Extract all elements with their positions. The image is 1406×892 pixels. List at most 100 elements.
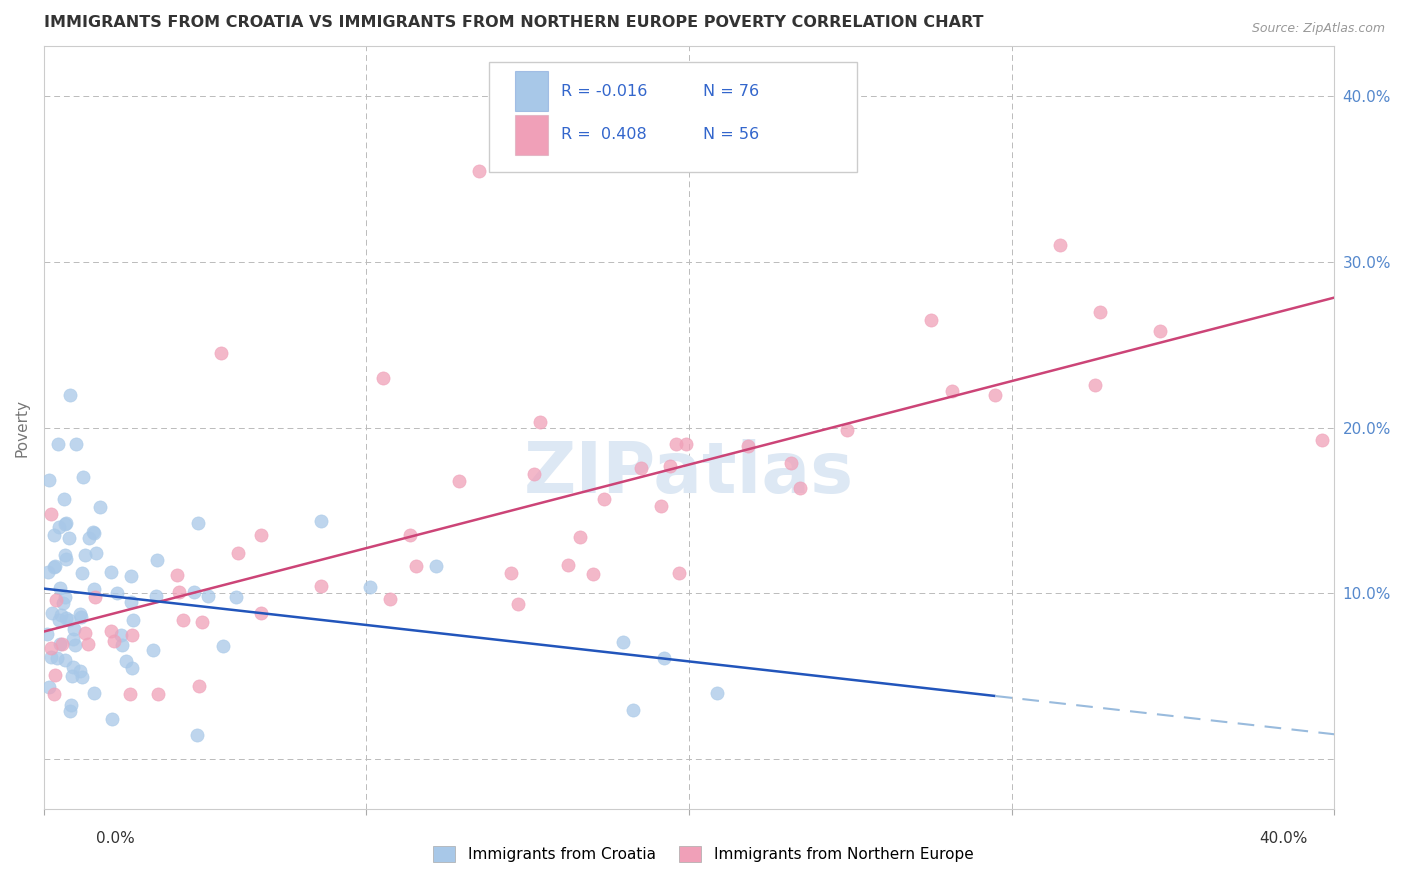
Point <box>506 597 529 611</box>
Point <box>49 637 72 651</box>
Point <box>53 516 76 531</box>
Point <box>941 384 963 399</box>
Point <box>38 680 60 694</box>
Point <box>75 548 97 562</box>
Point <box>737 439 759 453</box>
Point <box>197 590 219 604</box>
Point <box>41 606 63 620</box>
Point <box>62 660 84 674</box>
Point <box>582 566 605 581</box>
Point <box>53 548 76 562</box>
Point <box>779 456 801 470</box>
Point <box>70 566 93 581</box>
Point <box>399 527 422 541</box>
Point <box>39 507 62 521</box>
Point <box>146 552 169 566</box>
Point <box>621 703 644 717</box>
Point <box>652 651 675 665</box>
Point <box>191 615 214 630</box>
Point <box>1310 433 1333 447</box>
Point <box>111 638 134 652</box>
Point <box>83 582 105 596</box>
Point <box>55 551 77 566</box>
Point <box>82 524 104 539</box>
Point <box>83 590 105 604</box>
Point <box>121 628 143 642</box>
Text: R =  0.408: R = 0.408 <box>561 128 647 143</box>
Point <box>167 585 190 599</box>
Point <box>58 613 80 627</box>
Point <box>63 622 86 636</box>
Point <box>46 651 69 665</box>
Text: 40.0%: 40.0% <box>1260 831 1308 846</box>
Point <box>359 581 381 595</box>
Point <box>77 637 100 651</box>
Point <box>59 698 82 712</box>
Point <box>55 516 77 531</box>
Point <box>658 458 681 473</box>
Text: 0.0%: 0.0% <box>96 831 135 846</box>
Point <box>309 579 332 593</box>
Point <box>100 712 122 726</box>
Point <box>73 626 96 640</box>
Point <box>249 606 271 620</box>
Text: Source: ZipAtlas.com: Source: ZipAtlas.com <box>1251 22 1385 36</box>
Point <box>630 461 652 475</box>
Point <box>41 650 63 665</box>
Text: N = 56: N = 56 <box>703 128 759 143</box>
Point <box>89 500 111 514</box>
Point <box>49 582 72 596</box>
Point <box>378 591 401 606</box>
Point <box>52 596 75 610</box>
Point <box>48 520 70 534</box>
Point <box>37 565 59 579</box>
Point <box>187 516 209 531</box>
Point <box>52 492 75 507</box>
Point <box>38 474 60 488</box>
Point <box>48 613 70 627</box>
Point <box>209 346 232 360</box>
Point <box>837 423 859 437</box>
Point <box>449 474 471 488</box>
Point <box>665 437 688 451</box>
Point <box>55 591 77 605</box>
Point <box>523 467 546 481</box>
Point <box>706 685 728 699</box>
Point <box>1049 238 1071 252</box>
Text: R = -0.016: R = -0.016 <box>561 84 648 98</box>
Point <box>100 566 122 580</box>
Point <box>675 437 697 451</box>
Point <box>212 640 235 654</box>
Point <box>920 313 942 327</box>
Text: ZIPatlas: ZIPatlas <box>524 439 853 508</box>
Point <box>557 558 579 573</box>
Y-axis label: Poverty: Poverty <box>15 399 30 457</box>
Point <box>145 589 167 603</box>
Point <box>668 566 690 580</box>
Point <box>59 387 82 401</box>
Point <box>468 163 491 178</box>
Point <box>65 437 87 451</box>
Point <box>59 704 82 718</box>
Point <box>1149 324 1171 338</box>
Point <box>45 593 67 607</box>
Point <box>110 628 132 642</box>
FancyBboxPatch shape <box>515 115 548 154</box>
Point <box>60 669 83 683</box>
Text: IMMIGRANTS FROM CROATIA VS IMMIGRANTS FROM NORTHERN EUROPE POVERTY CORRELATION C: IMMIGRANTS FROM CROATIA VS IMMIGRANTS FR… <box>44 15 983 30</box>
Point <box>425 558 447 573</box>
Point <box>612 635 634 649</box>
Point <box>62 632 84 647</box>
Point <box>53 653 76 667</box>
Legend: Immigrants from Croatia, Immigrants from Northern Europe: Immigrants from Croatia, Immigrants from… <box>426 840 980 868</box>
Point <box>42 528 65 542</box>
Point <box>172 613 194 627</box>
Point <box>48 437 70 451</box>
Point <box>51 637 73 651</box>
Point <box>100 624 122 639</box>
Point <box>529 415 551 429</box>
Point <box>83 525 105 540</box>
Point <box>226 545 249 559</box>
Point <box>166 568 188 582</box>
Point <box>187 679 209 693</box>
